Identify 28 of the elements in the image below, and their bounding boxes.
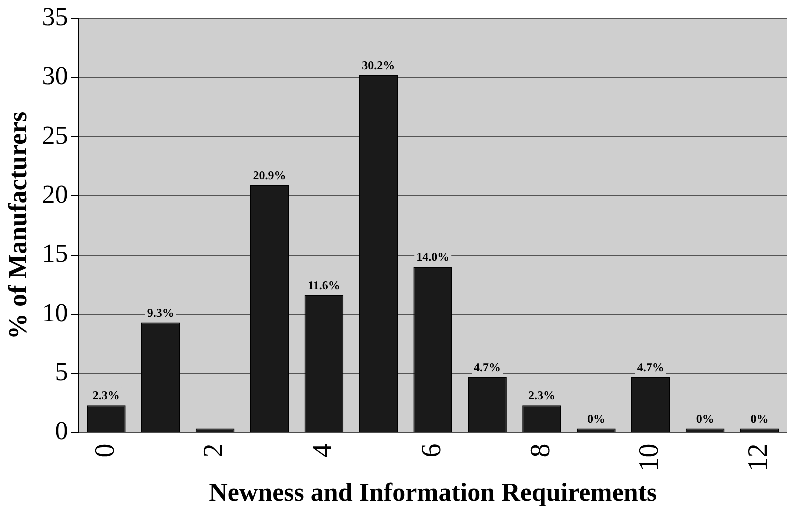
y-axis-title: % of Manufacturers: [3, 112, 32, 340]
data-label: 30.2%: [362, 58, 396, 72]
data-label: 14.0%: [416, 250, 450, 264]
x-axis-title: Newness and Information Requirements: [209, 478, 658, 508]
x-tick-label: 8: [525, 444, 556, 458]
x-tick-label: 2: [198, 444, 230, 458]
y-tick-label: 15: [42, 239, 68, 268]
x-tick-label: 12: [743, 444, 774, 472]
data-label: 0%: [587, 412, 606, 426]
data-label: 4.7%: [637, 360, 664, 374]
data-label: 0%: [750, 412, 769, 426]
y-tick-label: 20: [42, 180, 68, 209]
data-label: 11.6%: [308, 278, 340, 293]
x-tick-label: 6: [416, 444, 448, 458]
x-tick-label: 4: [308, 444, 339, 458]
y-tick-label: 25: [42, 120, 68, 150]
data-label: 20.9%: [253, 168, 286, 183]
data-label: 0%: [696, 412, 714, 426]
x-tick-label: 0: [90, 444, 121, 458]
y-tick-label: 30: [42, 62, 68, 91]
y-tick-label: 35: [42, 2, 68, 32]
data-label: 2.3%: [528, 388, 556, 403]
data-label: 4.7%: [474, 360, 502, 374]
data-label: 2.3%: [92, 388, 120, 403]
y-tick-label: 5: [55, 357, 68, 386]
y-tick-label: 10: [42, 298, 68, 328]
x-tick-label: 10: [634, 444, 666, 472]
data-label: 9.3%: [147, 306, 174, 320]
